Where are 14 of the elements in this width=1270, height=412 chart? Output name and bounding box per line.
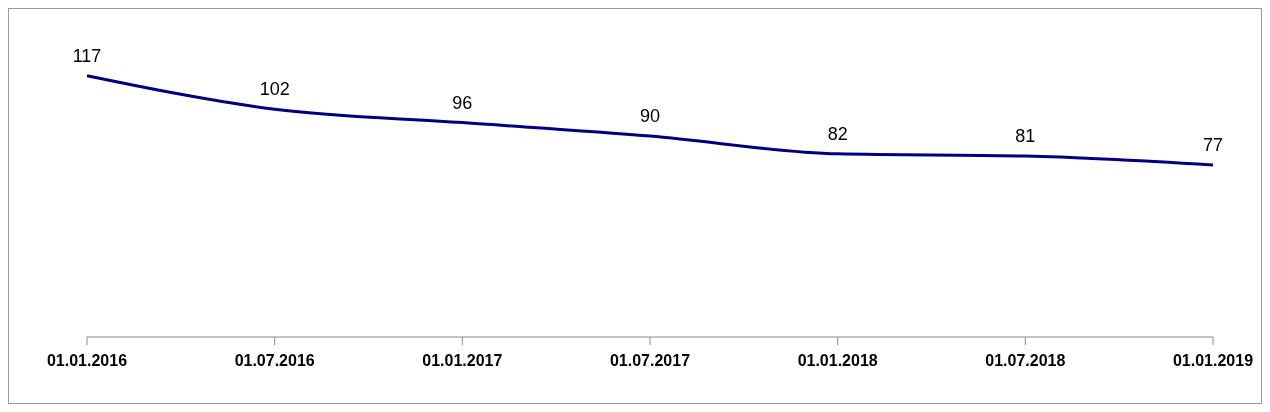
x-tick-label: 01.07.2018 [985, 352, 1066, 370]
data-label: 117 [72, 45, 102, 66]
x-tick-label: 01.01.2019 [1172, 352, 1254, 370]
data-label: 90 [639, 106, 661, 126]
data-label: 82 [827, 123, 848, 144]
data-label: 77 [1202, 135, 1224, 156]
x-tick-label: 01.01.2016 [46, 352, 128, 370]
x-tick-label: 01.01.2017 [422, 352, 503, 370]
x-tick-label: 01.07.2016 [234, 352, 315, 370]
data-label: 102 [259, 79, 290, 100]
data-label: 96 [452, 92, 473, 113]
data-label: 81 [1015, 126, 1036, 147]
x-tick-label: 01.07.2017 [609, 352, 691, 370]
x-tick-label: 01.01.2018 [797, 352, 878, 370]
